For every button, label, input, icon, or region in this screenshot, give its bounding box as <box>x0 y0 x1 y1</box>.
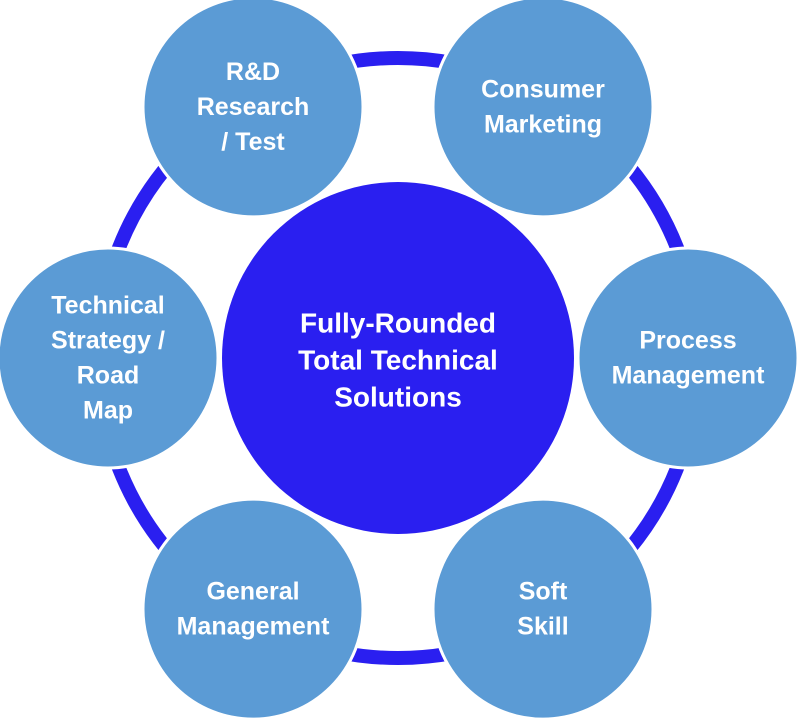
node-label-line: R&D <box>226 58 280 86</box>
node-label-line: General <box>206 578 299 606</box>
node-label-line: Technical <box>51 292 164 320</box>
node-circle <box>431 0 655 219</box>
node-technical-strategy: Technical Strategy / Road Map <box>0 246 220 470</box>
node-circle <box>431 497 655 719</box>
node-label-line: Marketing <box>484 110 602 138</box>
node-soft-skill: Soft Skill <box>431 497 655 719</box>
node-label-line: Map <box>83 397 133 425</box>
node-label-line: Consumer <box>481 75 605 103</box>
node-general-management: General Management <box>141 497 365 719</box>
node-label-line: Management <box>612 362 765 390</box>
center-label-line: Fully-Rounded <box>300 308 496 339</box>
node-label-line: Process <box>639 327 736 355</box>
node-label-line: Management <box>177 613 330 641</box>
node-process-management: Process Management <box>576 246 797 470</box>
node-label-line: Road <box>77 362 140 390</box>
node-circle <box>141 0 365 219</box>
center-hub: Fully-Rounded Total Technical Solutions <box>222 182 574 534</box>
center-label-line: Total Technical <box>298 345 498 376</box>
node-consumer-marketing: Consumer Marketing <box>431 0 655 219</box>
node-rnd: R&D Research / Test <box>141 0 365 219</box>
node-label-line: Strategy / <box>51 327 165 355</box>
node-circle <box>141 497 365 719</box>
node-label-line: Skill <box>517 613 568 641</box>
node-circle <box>576 246 797 470</box>
node-label-line: Research <box>197 93 310 121</box>
node-label-line: Soft <box>519 578 568 606</box>
center-circle <box>222 182 574 534</box>
center-label-line: Solutions <box>334 382 462 413</box>
node-circle <box>0 246 220 470</box>
node-label-line: / Test <box>221 128 285 156</box>
